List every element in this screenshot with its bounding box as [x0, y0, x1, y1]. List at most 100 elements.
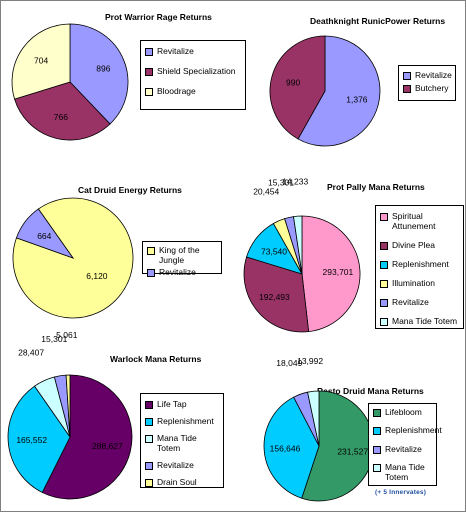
legend-item-shield-specialization: Shield Specialization [145, 66, 241, 76]
legend-swatch [145, 462, 153, 470]
data-label-butchery: 990 [286, 78, 300, 88]
legend-label: Revitalize [385, 443, 422, 454]
legend-deathknight: Revitalize Butchery [398, 65, 456, 101]
pie-slice-shield-specialization [14, 81, 111, 141]
data-label-revitalize: 664 [37, 231, 51, 241]
legend-label: Revitalize [157, 46, 194, 56]
data-label-bloodrage: 704 [34, 56, 48, 66]
chart-title: Resto Druid Mana Returns [317, 386, 424, 396]
legend-label: Replenishment [157, 416, 214, 426]
legend-swatch [147, 247, 155, 255]
legend-swatch [373, 463, 381, 472]
legend-swatch [373, 445, 381, 454]
pie-cat-druid: 6,120 664 [12, 197, 134, 319]
data-label-revitalize: 896 [96, 64, 110, 74]
chart-title: Prot Warrior Rage Returns [105, 12, 212, 22]
legend-item-revitalize: Revitalize [373, 444, 432, 454]
pie-slice-butchery [269, 35, 326, 140]
legend-item-lifebloom: Lifebloom [373, 407, 432, 417]
legend-item-butchery: Butchery [403, 83, 451, 93]
pie-deathknight: 1,376 990 [269, 35, 381, 147]
pie-slice-replenishment [263, 396, 320, 499]
legend-prot-warrior: Revitalize Shield Specialization Bloodrage [140, 40, 246, 110]
legend-swatch [145, 401, 153, 409]
pie-slice-life-tap [41, 374, 133, 500]
legend-prot-pally: Spiritual Attunement Divine Plea Replenish… [375, 205, 464, 329]
legend-swatch [380, 242, 388, 250]
data-label-replenishment: 165,552 [16, 435, 47, 445]
legend-item-revitalize: Revitalize [145, 46, 241, 56]
legend-label: Spiritual Attunement [392, 211, 436, 231]
legend-swatch [145, 68, 153, 76]
data-label-replenishment: 156,646 [270, 444, 301, 454]
pie-slice-revitalize [69, 23, 129, 125]
legend-swatch [145, 479, 153, 487]
legend-label: Revitalize [159, 266, 196, 277]
legend-label: Butchery [415, 83, 449, 93]
legend-swatch [145, 88, 153, 96]
data-label-mana-tide-totem: 13,992 [297, 356, 323, 366]
legend-swatch [145, 435, 153, 443]
data-label-lifebloom: 231,527 [337, 446, 368, 456]
legend-label: Divine Plea [392, 240, 435, 250]
legend-item-replenishment: Replenishment [380, 259, 459, 269]
data-label-life-tap: 288,627 [92, 441, 123, 451]
data-label-mana-tide-totem: 14,233 [282, 176, 308, 186]
legend-item-replenishment: Replenishment [145, 416, 219, 426]
legend-swatch [373, 409, 381, 417]
data-label-illumination: 20,454 [253, 187, 279, 197]
legend-swatch [145, 48, 153, 56]
legend-label: Replenishment [385, 425, 442, 436]
legend-label: Life Tap [157, 399, 187, 409]
data-label-replenishment: 73,540 [261, 247, 287, 257]
legend-item-king-of-the-jungle: King of the Jungle [147, 245, 217, 265]
legend-swatch [147, 268, 155, 277]
legend-label: Revitalize [392, 297, 429, 307]
data-label-revitalize: 15,301 [268, 177, 294, 187]
legend-item-mana-tide-totem: Mana Tide Totem [380, 316, 459, 326]
pie-slice-drain-soul [65, 374, 71, 438]
legend-item-divine-plea: Divine Plea [380, 240, 459, 250]
pie-slice-replenishment [7, 385, 71, 493]
pie-slice-mana-tide-totem [293, 215, 303, 275]
data-label-revitalize: 1,376 [346, 94, 368, 104]
legend-label: Bloodrage [157, 86, 196, 96]
legend-swatch [403, 85, 411, 93]
chart-title: Deathknight RunicPower Returns [310, 16, 446, 26]
legend-item-revitalize: Revitalize [145, 460, 219, 470]
pie-slice-divine-plea [243, 256, 310, 333]
legend-item-life-tap: Life Tap [145, 399, 219, 409]
legend-item-revitalize: Revitalize [403, 70, 452, 80]
legend-swatch [380, 318, 388, 326]
legend-swatch [145, 418, 153, 426]
legend-resto-druid: Lifebloom Replenishment Revitalize Mana Tid… [368, 403, 442, 486]
legend-label: King of the Jungle [159, 245, 200, 265]
legend-swatch [380, 261, 388, 269]
legend-item-mana-tide-totem: Mana Tide Totem [373, 462, 432, 482]
chart-title: Cat Druid Energy Returns [78, 185, 182, 195]
legend-label: Shield Specialization [157, 66, 236, 76]
legend-label: Mana Tide Totem [385, 461, 425, 482]
legend-label: Revitalize [415, 70, 452, 80]
legend-swatch [380, 213, 388, 221]
legend-item-revitalize: Revitalize [380, 297, 459, 307]
legend-swatch [403, 72, 411, 80]
data-label-divine-plea: 192,493 [259, 292, 290, 302]
chart-title: Warlock Mana Returns [110, 354, 202, 364]
legend-item-drain-soul: Drain Soul [145, 477, 219, 487]
legend-label: Illumination [392, 278, 435, 288]
pie-slice-revitalize [297, 35, 381, 147]
pie-prot-warrior: 896 766 704 [11, 23, 129, 141]
legend-item-mana-tide-totem: Mana Tide Totem [145, 433, 219, 453]
legend-label: Mana Tide Totem [392, 316, 458, 326]
data-label-king-of-the-jungle: 6,120 [86, 271, 108, 281]
legend-label: Drain Soul [157, 477, 197, 487]
legend-swatch [373, 427, 381, 436]
innervates-footnote: (+ 5 Innervates) [375, 489, 427, 496]
data-label-revitalize: 15,301 [41, 334, 67, 344]
legend-item-illumination: Illumination [380, 278, 459, 288]
legend-item-bloodrage: Bloodrage [145, 86, 241, 96]
